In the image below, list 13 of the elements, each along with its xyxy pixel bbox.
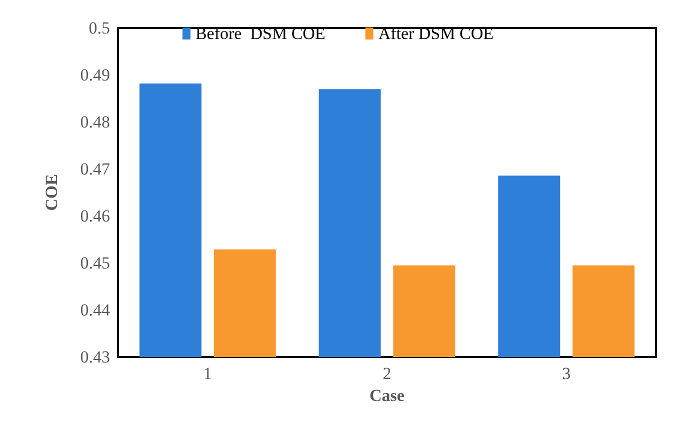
y-tick-label: 0.46 bbox=[80, 206, 110, 226]
y-tick-label: 0.43 bbox=[80, 348, 110, 366]
x-tick-label: 2 bbox=[382, 364, 392, 383]
y-tick-label: 0.5 bbox=[88, 18, 110, 38]
y-tick-label: 0.45 bbox=[80, 254, 110, 272]
y-tick-label: 0.48 bbox=[80, 112, 110, 132]
x-tick-label: 1 bbox=[203, 364, 212, 383]
y-tick-label: 0.47 bbox=[80, 160, 110, 178]
x-axis-title: Case bbox=[370, 386, 405, 405]
y-axis-title: COE bbox=[42, 174, 61, 211]
x-tick-label: 3 bbox=[562, 364, 571, 383]
y-tick-label: 0.49 bbox=[80, 66, 110, 84]
y-tick-label: 0.44 bbox=[80, 300, 110, 320]
